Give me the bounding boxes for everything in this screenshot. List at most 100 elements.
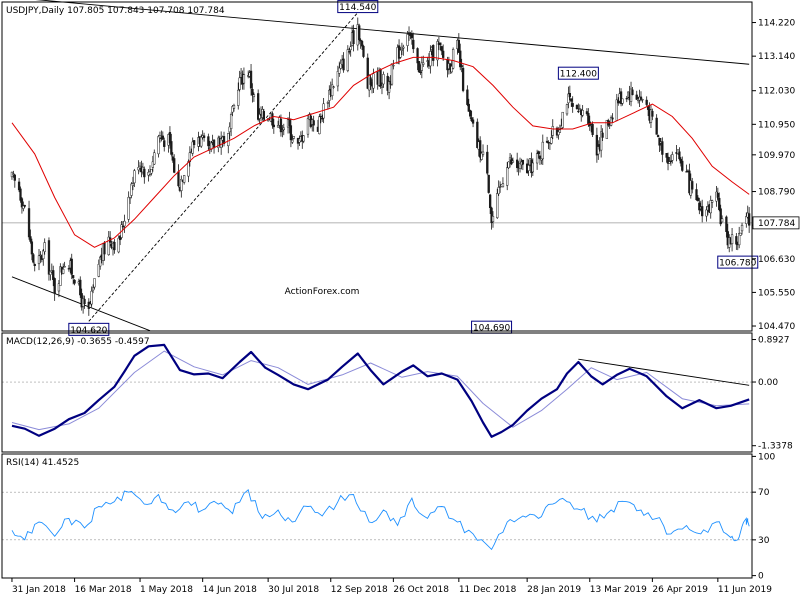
candle-body-176 (360, 41, 364, 47)
candle-body-95 (200, 136, 203, 147)
price-frame (1, 1, 753, 332)
pivot-label-box (557, 66, 599, 80)
candle-body-191 (390, 63, 394, 85)
candle-body-47 (103, 242, 106, 255)
candle-body-253 (516, 159, 519, 169)
pivot-label-box (68, 322, 110, 336)
macd-ytick-label: 0.8927 (758, 336, 790, 346)
candle-body-158 (326, 102, 330, 104)
candle-body-18 (47, 240, 51, 275)
candle-body-178 (366, 57, 369, 89)
rsi-ytick-label: 0 (758, 572, 764, 582)
current-price-label: 107.784 (758, 219, 795, 229)
macd-header: MACD(12,26,9) -0.3655 -0.4597 (6, 337, 150, 347)
candle-body-71 (151, 161, 155, 168)
candle-body-307 (621, 98, 624, 104)
price-ytick-label: 106.630 (758, 255, 795, 265)
candle-body-1 (12, 173, 15, 175)
candle-body-67 (143, 168, 146, 178)
candle-body-133 (276, 125, 280, 128)
candle-body-177 (362, 45, 365, 57)
candle-body-74 (158, 135, 162, 139)
x-tick-label: 16 Mar 2018 (75, 585, 132, 595)
candle-body-32 (73, 279, 76, 284)
candle-body-212 (432, 44, 435, 61)
candle-body-355 (718, 197, 721, 210)
x-tick-label: 31 Jan 2018 (12, 585, 66, 595)
x-tick-label: 11 Jun 2019 (718, 585, 772, 595)
candle-body-297 (601, 132, 604, 138)
candle-body-155 (319, 116, 322, 118)
candle-body-137 (282, 127, 285, 130)
candle-body-48 (107, 236, 110, 256)
candle-body-97 (202, 135, 206, 138)
candle-body-330 (668, 161, 671, 164)
candle-body-82 (173, 158, 176, 173)
x-tick-label: 26 Apr 2019 (652, 585, 708, 595)
rsi-header: RSI(14) 41.4525 (6, 458, 79, 468)
candle-body-345 (698, 202, 701, 211)
candle-body-232 (471, 119, 475, 124)
candle-body-226 (460, 65, 463, 67)
candle-body-141 (291, 139, 294, 143)
pivot-label-text: 112.400 (560, 70, 597, 80)
rsi-panel: RSI(14) 41.4525 100 70 30 0 (2, 452, 775, 582)
candle-body-313 (635, 94, 638, 100)
candle-body-317 (641, 99, 644, 101)
candle-body-283 (575, 105, 579, 110)
candle-body-231 (470, 117, 473, 122)
candle-body-304 (617, 100, 620, 104)
candle-body-79 (168, 132, 172, 144)
candle-body-293 (595, 134, 599, 156)
candle-body-5 (20, 198, 24, 208)
candle-body-342 (691, 181, 694, 190)
candle-body-59 (128, 197, 132, 200)
candle-body-108 (227, 133, 230, 147)
candle-body-278 (565, 104, 569, 115)
candle-body-40 (90, 290, 93, 305)
rsi-ytick-label: 30 (758, 536, 770, 546)
x-tick-label: 28 Jan 2019 (527, 585, 581, 595)
candle-body-92 (192, 140, 196, 146)
candle-body-205 (419, 71, 422, 73)
candle-body-4 (19, 188, 22, 201)
candle-body-262 (531, 162, 534, 173)
candle-body-237 (481, 151, 485, 155)
candle-body-31 (72, 275, 75, 279)
candle-body-235 (479, 140, 482, 158)
candle-body-347 (701, 206, 704, 217)
candle-body-117 (242, 74, 246, 84)
candle-body-255 (518, 163, 522, 169)
x-tick-label: 1 May 2018 (140, 585, 193, 595)
candle-body-19 (49, 270, 52, 275)
pivot-label-2: 104.620 (68, 322, 110, 336)
candle-body-161 (331, 84, 334, 97)
candle-body-247 (501, 183, 505, 188)
rsi-line (11, 488, 750, 551)
candle-body-196 (400, 48, 404, 51)
price-ytick-label: 105.550 (758, 288, 795, 298)
candle-body-249 (507, 161, 510, 169)
x-tick-label: 13 Mar 2019 (590, 585, 647, 595)
candle-body-363 (735, 236, 738, 245)
pivot-label-text: 104.690 (473, 324, 510, 334)
x-tick-label: 12 Sep 2018 (331, 585, 388, 595)
candle-body-328 (665, 153, 668, 158)
candle-body-89 (188, 152, 192, 162)
candle-body-142 (292, 136, 295, 139)
candle-body-124 (258, 114, 261, 119)
candle-body-13 (37, 255, 41, 265)
price-panel: ActionForex.com 114.540 112.400 104.620 104.… (2, 0, 800, 336)
candle-body-252 (511, 160, 515, 163)
candle-body-164 (338, 67, 341, 74)
candle-body-12 (33, 264, 36, 267)
candle-body-16 (42, 250, 45, 259)
candle-body-272 (551, 126, 554, 136)
candle-body-288 (585, 111, 589, 115)
candle-body-239 (487, 174, 490, 193)
candle-body-203 (416, 48, 419, 64)
pivot-label-box (337, 0, 379, 14)
candle-body-195 (399, 49, 402, 58)
